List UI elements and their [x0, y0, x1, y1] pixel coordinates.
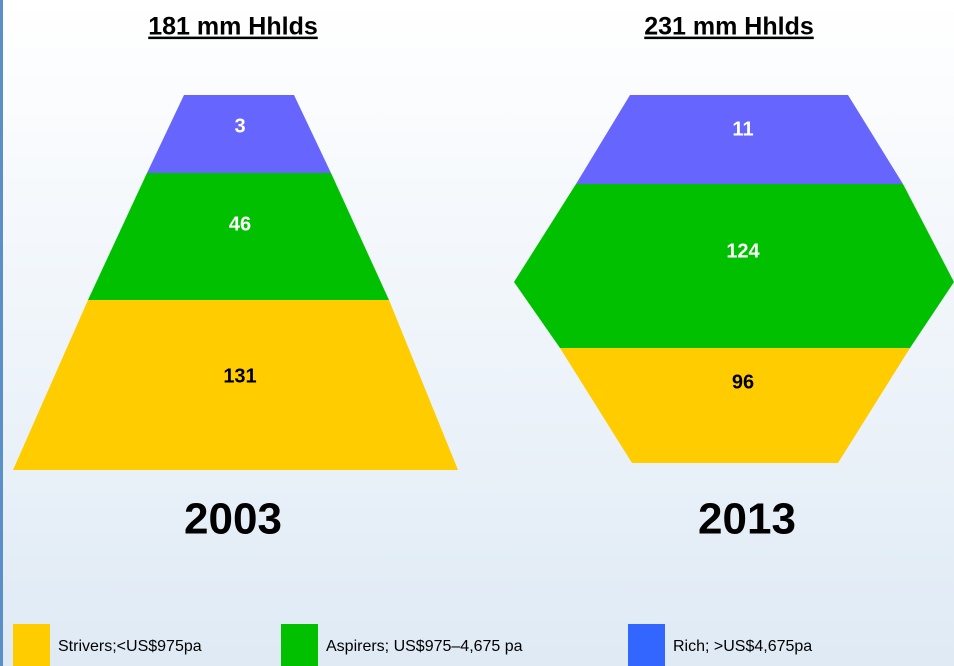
segment-label: 3: [234, 115, 245, 137]
segment-label: 11: [732, 118, 753, 140]
legend-label: Aspirers; US$975–4,675 pa: [326, 638, 523, 655]
pyramid-strivers: [13, 300, 458, 470]
pyramid-aspirers: [88, 173, 389, 300]
hexagon-strivers: [560, 348, 910, 463]
legend-swatch: [628, 624, 665, 666]
panel-heading: 231 mm Hhlds: [644, 13, 814, 41]
year-label: 2013: [698, 495, 796, 544]
legend-swatch: [13, 624, 50, 666]
segment-label: 131: [223, 365, 256, 387]
pyramid-rich: [147, 95, 331, 173]
segment-label: 46: [229, 213, 251, 235]
panel-heading: 181 mm Hhlds: [148, 13, 318, 41]
legend-label: Strivers;<US$975pa: [58, 638, 202, 655]
year-label: 2003: [184, 495, 282, 544]
segment-label: 124: [726, 240, 760, 262]
legend-swatch: [281, 624, 318, 666]
hexagon-aspirers: [514, 184, 954, 348]
segment-label: 96: [732, 371, 754, 393]
legend-label: Rich; >US$4,675pa: [673, 638, 812, 655]
hexagon-rich: [576, 95, 903, 184]
left-border: [0, 0, 3, 666]
